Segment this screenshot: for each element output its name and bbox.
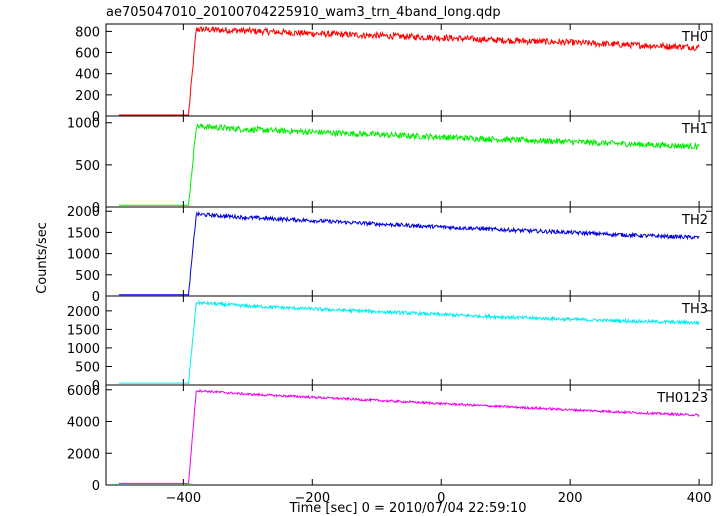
panel-th0: 0 200 400 600 800 TH0: [75, 23, 713, 125]
y-tick-label: 2000: [67, 205, 100, 220]
x-tick-label: 0: [437, 491, 445, 506]
y-tick-label: 200: [75, 89, 100, 104]
panel-th0123: 0 2000 4000 6000 TH0123: [67, 384, 713, 494]
panel-frame-th2: [105, 206, 713, 297]
y-tick-label: 2000: [67, 305, 100, 320]
panel-th3: 0 500 1000 1500 2000 TH3: [67, 295, 713, 394]
y-tick-label: 500: [75, 269, 100, 284]
panel-th1: 0 500 1000 TH1: [67, 115, 713, 216]
y-tick-label: 800: [75, 25, 100, 40]
panels-group: 0 200 400 600 800 TH0 0 500 1000 TH1 0 500 1000 1500 2…: [67, 23, 713, 506]
panel-label-th3: TH3: [681, 302, 708, 317]
panel-label-th0123: TH0123: [656, 391, 708, 406]
y-tick-label: 0: [92, 379, 100, 394]
y-tick-label: 4000: [67, 416, 100, 431]
x-tick-label: −200: [294, 491, 330, 506]
series-line-th0: [118, 26, 700, 116]
chart-title: ae705047010_20100704225910_wam3_trn_4ban…: [106, 5, 501, 20]
panel-label-th1: TH1: [681, 122, 708, 137]
y-tick-label: 2000: [67, 447, 100, 462]
x-tick-label: 400: [687, 491, 712, 506]
panel-frame-th3: [105, 295, 713, 386]
x-tick-label: −400: [166, 491, 202, 506]
panel-label-th0: TH0: [681, 30, 708, 45]
y-tick-label: 1500: [67, 323, 100, 338]
y-tick-label: 500: [75, 360, 100, 375]
y-tick-label: 1000: [67, 342, 100, 357]
panel-frame-th0123: [105, 384, 713, 486]
panel-th2: 0 500 1000 1500 2000 TH2: [67, 205, 713, 305]
y-tick-label: 1000: [67, 248, 100, 263]
series-line-th3: [118, 299, 700, 384]
panel-frame-th1: [105, 115, 713, 208]
y-tick-label: 500: [75, 159, 100, 174]
y-tick-label: 0: [92, 110, 100, 125]
y-tick-label: 400: [75, 68, 100, 83]
y-tick-label: 0: [92, 201, 100, 216]
series-line-th0123: [118, 388, 700, 484]
y-tick-label: 1000: [67, 117, 100, 132]
y-axis-label: Counts/sec: [35, 222, 50, 294]
series-line-th2: [118, 210, 700, 296]
y-tick-label: 0: [92, 290, 100, 305]
y-tick-label: 6000: [67, 384, 100, 399]
panel-label-th2: TH2: [681, 213, 708, 228]
y-tick-label: 0: [92, 479, 100, 494]
x-tick-label: 200: [558, 491, 583, 506]
series-line-th1: [118, 122, 700, 206]
x-axis-label: Time [sec] 0 = 2010/07/04 22:59:10: [288, 501, 526, 516]
y-tick-label: 600: [75, 47, 100, 62]
y-tick-label: 1500: [67, 226, 100, 241]
